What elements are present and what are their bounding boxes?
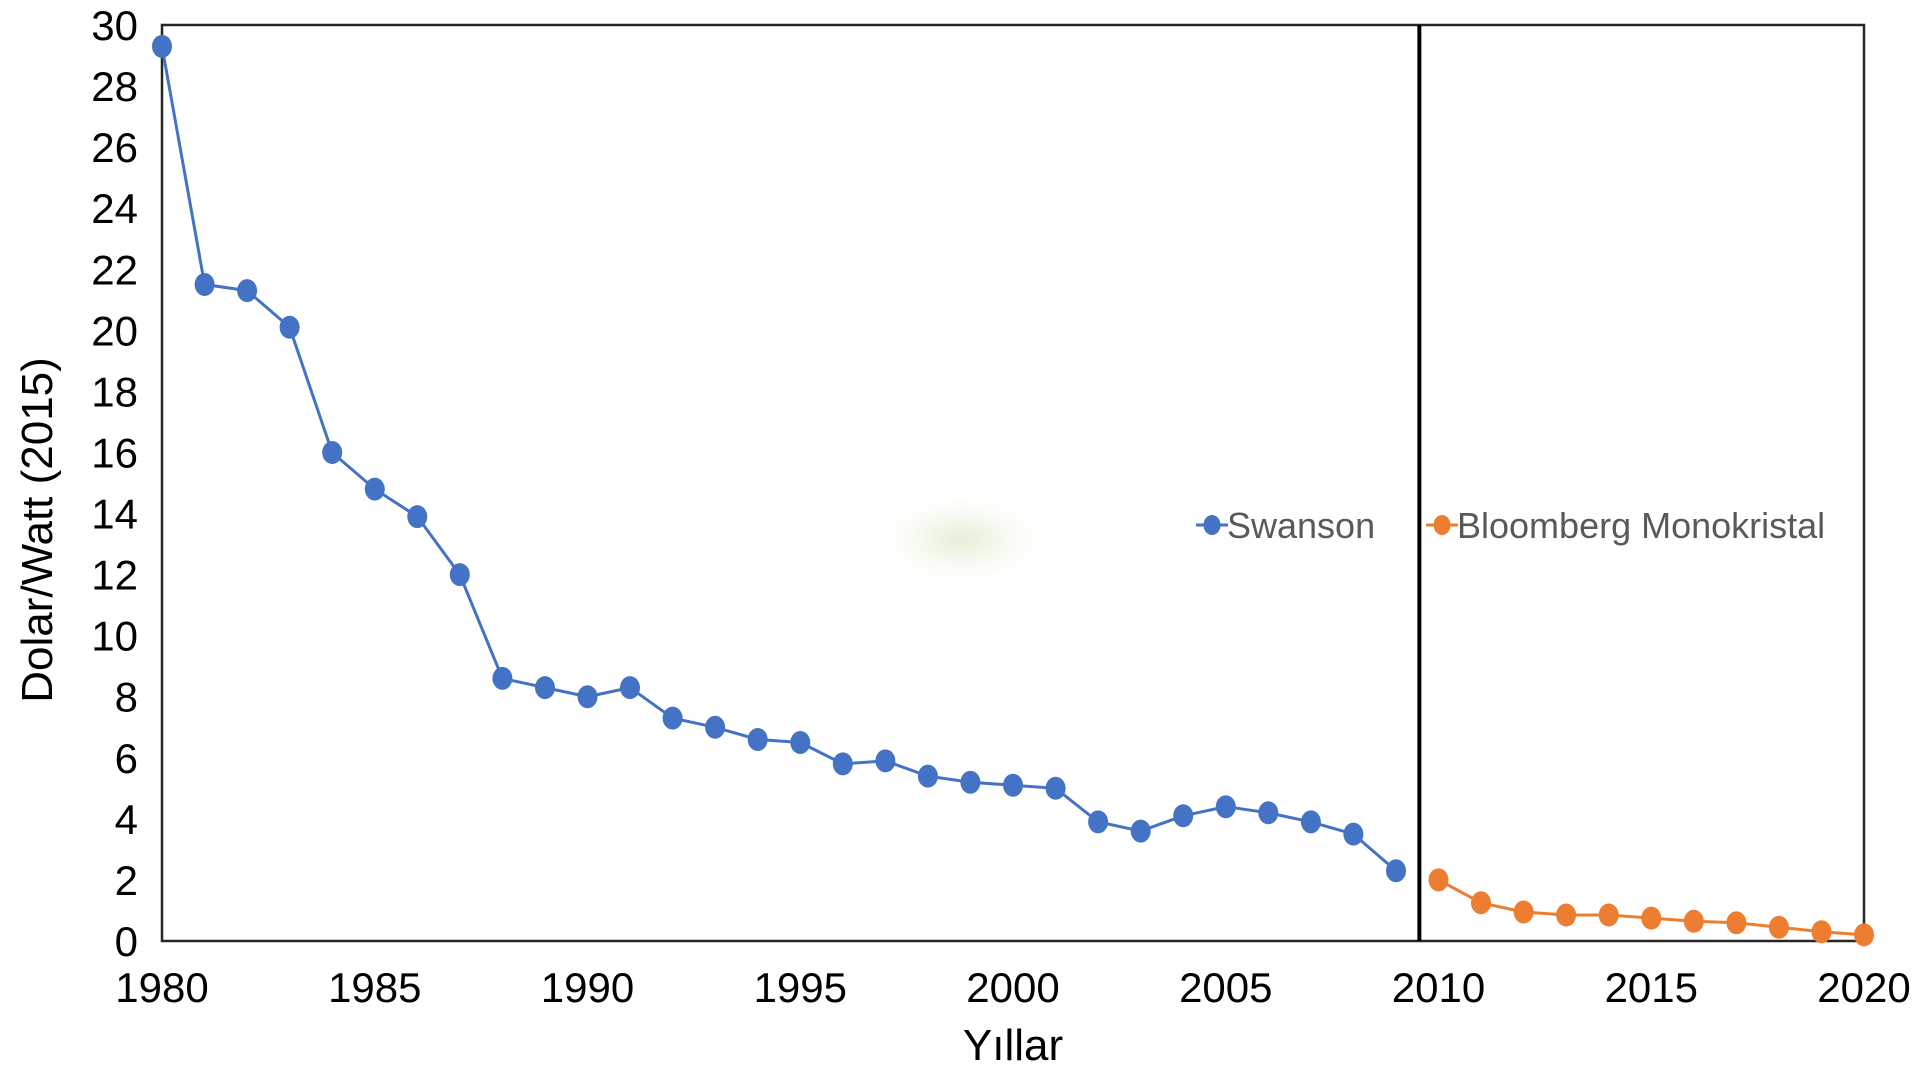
data-point xyxy=(1768,915,1789,939)
legend-marker-swanson xyxy=(1203,515,1221,535)
legend-label-bloomberg: Bloomberg Monokristal xyxy=(1457,505,1825,546)
data-point xyxy=(1513,900,1534,924)
data-point xyxy=(364,477,385,501)
y-tick-label: 12 xyxy=(91,552,138,599)
data-point xyxy=(662,706,683,730)
series-line-swanson xyxy=(160,46,1397,872)
data-point xyxy=(1343,822,1364,846)
x-tick-label: 1990 xyxy=(541,964,634,1011)
legend-label-swanson: Swanson xyxy=(1227,505,1375,546)
y-tick-label: 24 xyxy=(91,185,138,232)
y-tick-label: 26 xyxy=(91,124,138,171)
data-point xyxy=(747,728,768,751)
data-point xyxy=(1683,909,1704,933)
data-point xyxy=(1088,810,1109,834)
data-point xyxy=(1386,859,1406,883)
data-point xyxy=(1726,911,1747,935)
y-tick-label: 20 xyxy=(91,307,138,354)
plot-area xyxy=(152,23,1874,947)
data-point xyxy=(1811,920,1832,944)
x-tick-label: 2000 xyxy=(966,964,1059,1011)
y-tick-label: 10 xyxy=(91,613,138,660)
x-tick-label: 2005 xyxy=(1179,964,1272,1011)
y-tick-label: 16 xyxy=(91,430,138,477)
y-tick-label: 6 xyxy=(115,735,138,782)
data-point xyxy=(1258,801,1279,825)
y-tick-label: 14 xyxy=(91,491,138,538)
x-tick-label: 1995 xyxy=(754,964,847,1011)
data-point xyxy=(1854,923,1874,947)
data-point xyxy=(1003,773,1023,797)
data-point xyxy=(577,685,598,709)
y-tick-label: 4 xyxy=(115,796,138,843)
data-point xyxy=(407,505,428,529)
data-point xyxy=(1428,868,1449,892)
data-point xyxy=(1556,903,1577,927)
data-point xyxy=(875,749,896,773)
y-tick-label: 8 xyxy=(115,674,138,721)
data-point xyxy=(960,770,981,794)
x-tick-label: 2010 xyxy=(1392,964,1485,1011)
data-point xyxy=(1471,891,1491,915)
x-tick-label: 1985 xyxy=(328,964,421,1011)
legend-marker-bloomberg xyxy=(1433,515,1451,535)
data-point xyxy=(279,315,300,339)
data-point xyxy=(705,715,726,739)
data-point xyxy=(1598,903,1619,927)
data-point xyxy=(1215,795,1236,819)
data-point xyxy=(917,764,938,788)
data-point xyxy=(1173,804,1194,828)
data-point xyxy=(152,34,172,58)
data-point xyxy=(620,676,640,700)
plot-border xyxy=(160,23,1866,943)
data-point xyxy=(492,666,513,690)
data-point xyxy=(1130,819,1151,843)
data-point xyxy=(535,676,555,700)
watermark xyxy=(878,495,1046,583)
data-point xyxy=(237,279,258,303)
x-tick-label: 2020 xyxy=(1817,964,1910,1011)
data-point xyxy=(1045,776,1066,800)
data-point xyxy=(1300,810,1321,834)
data-point xyxy=(790,731,811,754)
y-tick-label: 0 xyxy=(115,918,138,965)
x-axis-title: Yıllar xyxy=(963,1021,1063,1070)
x-tick-label: 1980 xyxy=(115,964,208,1011)
data-point xyxy=(322,441,343,464)
data-point xyxy=(194,273,215,296)
y-tick-label: 30 xyxy=(91,2,138,49)
y-tick-label: 2 xyxy=(115,857,138,904)
data-point xyxy=(449,563,470,587)
data-point xyxy=(1641,906,1662,930)
data-point xyxy=(832,752,853,776)
y-tick-label: 22 xyxy=(91,246,138,293)
y-tick-label: 28 xyxy=(91,63,138,110)
legend: Swanson Bloomberg Monokristal xyxy=(1196,505,1825,546)
x-tick-label: 2015 xyxy=(1605,964,1698,1011)
y-axis-title: Dolar/Watt (2015) xyxy=(13,357,62,703)
y-tick-label: 18 xyxy=(91,368,138,415)
